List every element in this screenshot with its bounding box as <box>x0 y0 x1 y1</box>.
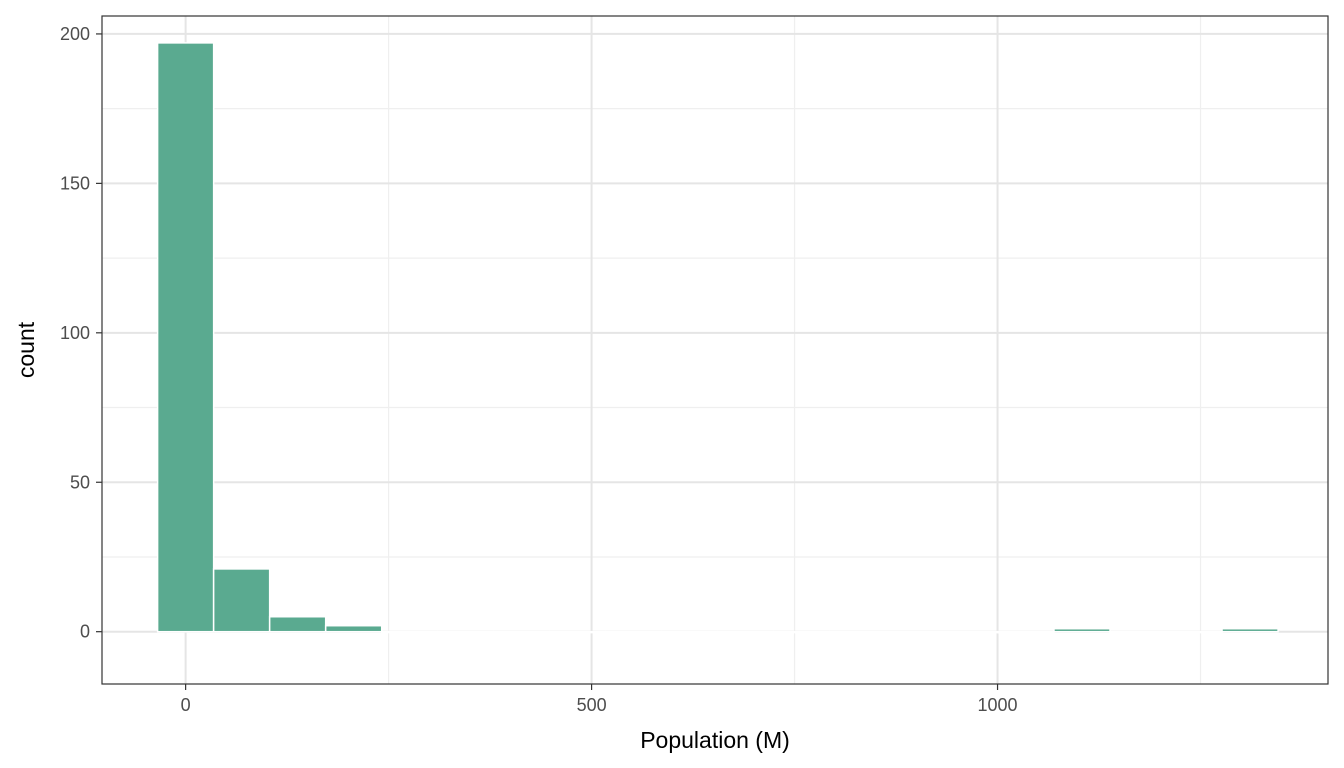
histogram-bar <box>885 630 943 634</box>
histogram-bar <box>1109 630 1167 634</box>
histogram-bars <box>156 42 1279 634</box>
histogram-bar <box>493 630 551 634</box>
histogram-bar <box>1165 630 1223 634</box>
histogram-bar <box>661 630 719 634</box>
y-tick-label: 100 <box>60 323 90 343</box>
histogram-bar <box>1221 627 1279 633</box>
histogram-bar <box>156 42 215 633</box>
x-axis-title: Population (M) <box>640 727 790 753</box>
y-tick-label: 0 <box>80 622 90 642</box>
panel-border <box>101 15 1329 685</box>
x-tick-label: 0 <box>181 695 191 715</box>
minor-gridlines <box>102 16 1328 684</box>
histogram-bar <box>997 630 1055 634</box>
y-axis-title: count <box>13 321 39 378</box>
y-tick-label: 50 <box>70 472 90 492</box>
y-tick-label: 200 <box>60 24 90 44</box>
x-tick-label: 500 <box>577 695 607 715</box>
histogram-bar <box>829 630 887 634</box>
histogram-bar <box>605 630 663 634</box>
histogram-bar <box>1053 627 1111 633</box>
histogram-bar <box>380 630 439 634</box>
major-gridlines <box>102 16 1328 684</box>
histogram-bar <box>773 630 831 634</box>
y-tick-label: 150 <box>60 173 90 193</box>
histogram-bar <box>324 624 383 633</box>
histogram-bar <box>717 630 775 634</box>
histogram-bar <box>436 630 495 634</box>
histogram-bar <box>941 630 999 634</box>
histogram-bar <box>268 616 327 633</box>
axis-ticks <box>96 33 999 690</box>
tick-labels: 0 500 1000 0 50 100 150 200 <box>60 24 1018 715</box>
histogram-bar <box>212 568 271 633</box>
histogram-bar <box>549 630 607 634</box>
x-tick-label: 1000 <box>978 695 1018 715</box>
